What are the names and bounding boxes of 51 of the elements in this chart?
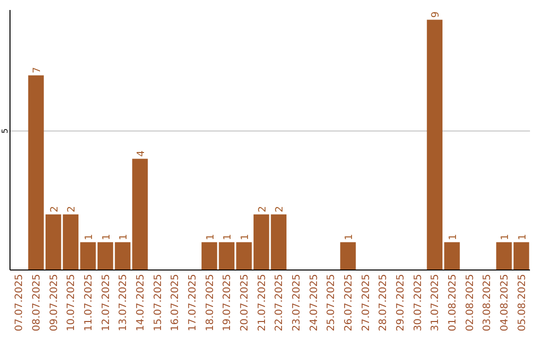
x-tick-label: 22.07.2025: [274, 274, 286, 332]
x-tick-label: 12.07.2025: [100, 274, 112, 332]
x-tick-label: 10.07.2025: [66, 274, 78, 332]
x-tick-label: 11.07.2025: [84, 274, 94, 332]
x-tick-label: 13.07.2025: [118, 274, 130, 332]
data-label: 2: [66, 206, 78, 212]
x-tick-label: 17.07.2025: [188, 274, 198, 332]
x-tick-label: 04.08.2025: [500, 274, 510, 332]
data-label: 1: [118, 234, 130, 240]
x-tick-label: 31.07.2025: [430, 274, 442, 332]
x-tick-label: 21.07.2025: [256, 274, 268, 332]
x-tick-label: 09.07.2025: [48, 274, 60, 332]
data-label: 1: [448, 234, 459, 240]
bar: [202, 242, 218, 270]
x-tick-label: 07.07.2025: [14, 274, 26, 332]
x-tick-label: 26.07.2025: [344, 274, 354, 332]
data-label: 9: [430, 11, 442, 18]
x-tick-label: 30.07.2025: [412, 274, 424, 332]
x-tick-label: 16.07.2025: [170, 274, 182, 332]
x-tick-label: 14.07.2025: [136, 274, 146, 332]
x-tick-label: 24.07.2025: [308, 274, 320, 332]
y-tick-label: 5: [0, 128, 10, 134]
data-label: 1: [205, 234, 216, 240]
x-tick-label: 23.07.2025: [292, 274, 302, 332]
x-tick-label: 28.07.2025: [378, 274, 390, 332]
x-tick-label: 05.08.2025: [516, 274, 528, 332]
data-label: 1: [84, 234, 95, 240]
x-tick-label: 03.08.2025: [482, 274, 494, 332]
data-label: 1: [500, 234, 511, 240]
data-label: 7: [32, 66, 43, 74]
bar: [340, 242, 356, 270]
x-tick-label: 08.07.2025: [32, 274, 42, 332]
data-label: 1: [344, 234, 355, 240]
bar: [270, 214, 286, 270]
x-tick-label: 19.07.2025: [222, 274, 234, 332]
data-label: 2: [49, 206, 60, 212]
data-label: 2: [257, 206, 268, 212]
x-tick-label: 15.07.2025: [152, 274, 164, 332]
x-tick-label: 29.07.2025: [396, 274, 406, 332]
x-tick-label: 18.07.2025: [204, 274, 216, 332]
data-label: 4: [136, 150, 147, 157]
x-tick-label: 20.07.2025: [240, 274, 250, 332]
data-label: 2: [274, 206, 286, 212]
x-tick-label: 25.07.2025: [326, 274, 338, 332]
data-label: 1: [101, 234, 112, 240]
x-tick-label: 01.08.2025: [448, 274, 458, 332]
data-label: 1: [240, 234, 251, 240]
data-label: 1: [222, 234, 234, 240]
data-label: 1: [517, 234, 528, 240]
x-tick-label: 02.08.2025: [464, 274, 476, 332]
x-tick-label: 27.07.2025: [360, 274, 372, 332]
